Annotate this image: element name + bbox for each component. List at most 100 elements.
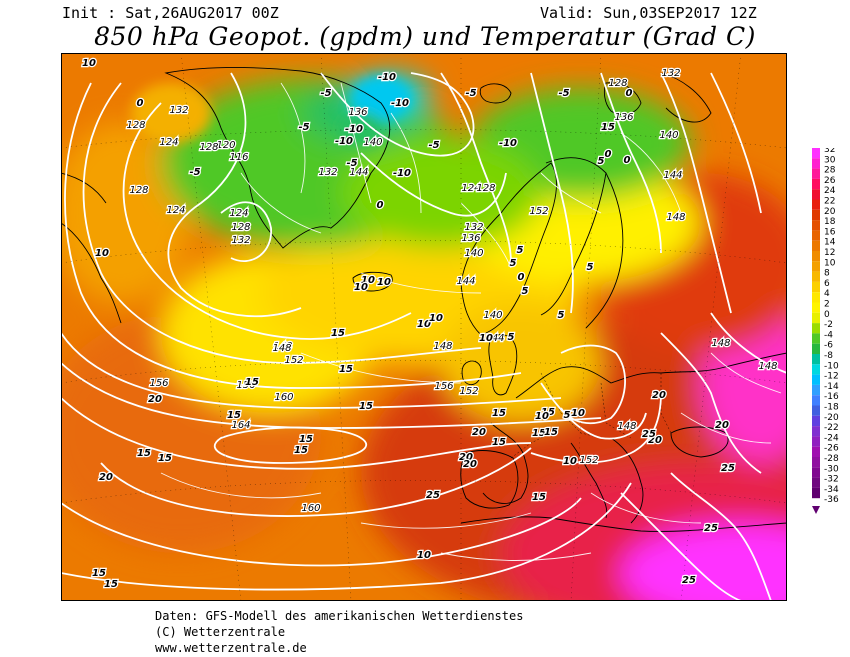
- temperature-label: 10: [377, 277, 391, 288]
- geopotential-label: 152: [284, 355, 303, 366]
- geopotential-label: 128: [126, 120, 145, 131]
- temperature-label: 10: [95, 248, 109, 259]
- colorbar-tick-label: 22: [824, 197, 835, 207]
- colorbar-tick-label: -6: [824, 341, 833, 351]
- temperature-label: 15: [492, 437, 506, 448]
- geopotential-label: 148: [273, 341, 292, 352]
- colorbar-swatch: [812, 251, 820, 262]
- temperature-label: 15: [245, 377, 259, 388]
- init-time-label: Init : Sat,26AUG2017 00Z: [62, 4, 279, 22]
- temperature-label: -10: [391, 98, 409, 109]
- geopotential-label: 140: [659, 130, 678, 141]
- temperature-label: 15: [544, 427, 558, 438]
- cold-core: [131, 76, 411, 144]
- colorbar-swatch: [812, 292, 820, 303]
- temperature-label: 20: [148, 394, 162, 405]
- temperature-label: 15: [492, 408, 506, 419]
- temperature-label: 20: [648, 435, 662, 446]
- temperature-label: 10: [571, 408, 585, 419]
- geopotential-label: 128: [129, 185, 148, 196]
- colorbar-swatch: [812, 415, 820, 427]
- colorbar-swatch: [812, 312, 820, 324]
- colorbar-tick-label: -16: [824, 392, 839, 402]
- temperature-label: 5: [522, 286, 529, 297]
- geopotential-label: 128: [199, 142, 218, 153]
- colorbar-tick-label: -14: [824, 382, 839, 392]
- colorbar-swatch: [812, 364, 820, 375]
- colorbar-tick-label: 6: [824, 279, 830, 289]
- colorbar-tick-label: -22: [824, 423, 839, 433]
- colorbar-tick-label: 30: [824, 155, 836, 165]
- coastlines: [61, 67, 787, 532]
- temperature-label: 15: [541, 407, 555, 418]
- colorbar-swatch: [812, 405, 820, 416]
- weather-map-canvas: 1201161241241281281321321281241281361401…: [61, 53, 787, 601]
- geopotential-label: 164: [231, 420, 250, 431]
- colorbar-tick-label: -34: [824, 485, 839, 495]
- colorbar-tick-label: -36: [824, 495, 839, 505]
- colorbar-tick-label: 32: [824, 148, 835, 155]
- geopotential-label: 124: [166, 205, 185, 216]
- temperature-label: 15: [137, 448, 151, 459]
- colorbar-tick-label: -12: [824, 372, 839, 382]
- colorbar-swatch: [812, 158, 820, 169]
- temperature-label: 20: [99, 472, 113, 483]
- temperature-label: 20: [463, 459, 477, 470]
- colorbar-tick-label: -20: [824, 413, 839, 423]
- geopotential-label: 160: [301, 503, 320, 514]
- isotherms: [160, 82, 782, 561]
- colorbar-swatch: [812, 354, 820, 365]
- colorbar-swatch: [812, 240, 820, 251]
- colorbar-tick-label: 20: [824, 207, 836, 217]
- geopotential-labels: 1201161241241281281321321281241281361401…: [125, 67, 779, 516]
- geopotential-label: 156: [434, 381, 453, 392]
- colorbar-tick-label: -26: [824, 444, 839, 454]
- temperature-label: 10: [429, 313, 443, 324]
- colorbar-swatch: [812, 209, 820, 221]
- geopotential-label: 144: [485, 333, 504, 344]
- colorbar-swatch: [812, 384, 820, 396]
- geopotential-label: 120: [216, 140, 235, 151]
- temperature-label: -5: [346, 158, 357, 169]
- temperature-label: 10: [417, 550, 431, 561]
- geopotential-label: 152: [459, 386, 478, 397]
- geopotential-label: 140: [363, 137, 382, 148]
- temperature-label: 10: [417, 319, 431, 330]
- geopotential-label: 124: [229, 208, 248, 219]
- geopotential-label: 148: [758, 361, 777, 372]
- colorbar-swatch: [812, 446, 820, 457]
- temperature-label: 15: [92, 568, 106, 579]
- temperature-label: 15: [532, 492, 546, 503]
- colorbar-swatch: [812, 178, 820, 190]
- colorbar-tick-label: -30: [824, 464, 839, 474]
- temperature-label: -5: [558, 88, 569, 99]
- geopotential-label: 144: [349, 167, 368, 178]
- geopotential-label: 152: [529, 206, 548, 217]
- geopotential-label: 144: [663, 170, 682, 181]
- geopotential-label: 136: [348, 107, 367, 118]
- colorbar-tick-label: 18: [824, 217, 836, 227]
- temperature-label: -10: [499, 138, 517, 149]
- colorbar-tick-label: 10: [824, 258, 836, 268]
- colorbar-swatch: [812, 436, 820, 447]
- geopotential-label: 144: [456, 276, 475, 287]
- geopotential-label: 148: [711, 338, 730, 349]
- geopotential-label: 156: [149, 378, 168, 389]
- temperature-label: 15: [339, 364, 353, 375]
- lat-lon-grid: [61, 53, 787, 601]
- colorbar-tick-label: 28: [824, 166, 836, 176]
- colorbar-tick-label: -2: [824, 320, 833, 330]
- geopotential-label: 148: [272, 343, 291, 354]
- colorbar-swatch: [812, 323, 820, 334]
- geopotential-label: 128: [608, 78, 627, 89]
- geopotential-label: 148: [433, 341, 452, 352]
- colorbar-tick-label: 12: [824, 248, 835, 258]
- geopotential-label: 132: [661, 68, 680, 79]
- colorbar-tick-label: 26: [824, 176, 836, 186]
- colorbar-swatch: [812, 302, 820, 313]
- temperature-label: 10: [479, 333, 493, 344]
- temperature-label: 25: [642, 429, 656, 440]
- geopotential-label: 124: [159, 137, 178, 148]
- temperature-label: 10: [361, 275, 375, 286]
- temperature-label: 20: [652, 390, 666, 401]
